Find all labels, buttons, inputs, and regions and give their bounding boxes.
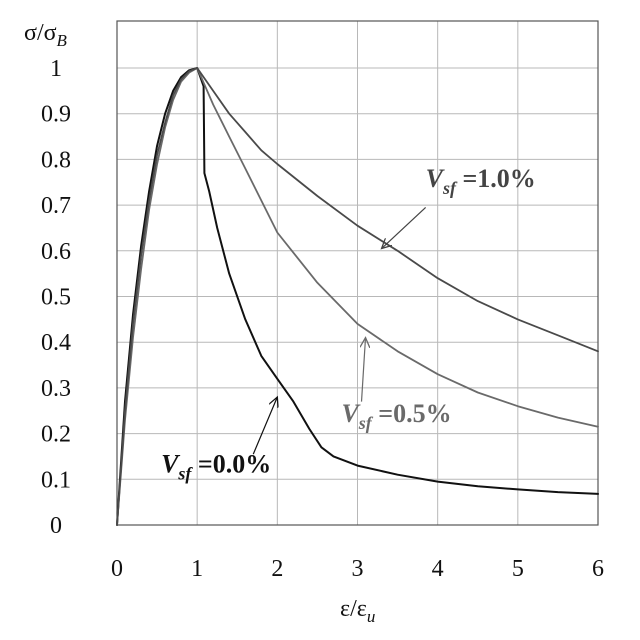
- y-tick-label: 0.4: [41, 330, 71, 356]
- y-tick-label: 0.3: [41, 376, 71, 402]
- y-tick-label: 0.2: [41, 422, 71, 448]
- annotation-label: Vsf =1.0%: [426, 164, 536, 198]
- annotation-label: Vsf =0.0%: [161, 449, 271, 483]
- x-tick-labels: 0 1 2 3 4 5 6: [111, 556, 604, 582]
- x-tick-label: 5: [512, 556, 524, 582]
- annotation-value: =0.5%: [372, 399, 452, 428]
- y-axis-label-sub: B: [57, 31, 68, 50]
- annotation-arrow: [382, 207, 426, 248]
- annotation-label: Vsf =0.5%: [341, 399, 451, 433]
- y-tick-label: 0.7: [41, 193, 71, 219]
- grid: [117, 21, 598, 525]
- y-tick-label: 0: [50, 513, 62, 539]
- y-axis-label-main: σ/σ: [24, 20, 57, 46]
- annotation-arrow: [362, 338, 366, 402]
- y-tick-label: 0.8: [41, 147, 71, 173]
- x-tick-label: 3: [352, 556, 364, 582]
- x-tick-label: 1: [191, 556, 203, 582]
- x-axis-label-main: ε/ε: [340, 596, 367, 622]
- x-tick-label: 2: [271, 556, 283, 582]
- x-tick-label: 4: [432, 556, 444, 582]
- y-tick-label: 0.9: [41, 102, 71, 128]
- annotation-value: =0.0%: [191, 449, 271, 478]
- x-tick-label: 6: [592, 556, 604, 582]
- y-axis-label: σ/σB: [24, 20, 68, 50]
- y-tick-label: 0.1: [41, 467, 71, 493]
- y-tick-label: 0.6: [41, 239, 71, 265]
- annotation-value: =1.0%: [456, 164, 536, 193]
- x-axis-label: ε/εu: [340, 596, 375, 626]
- annotation-arrow: [253, 397, 277, 454]
- x-tick-label: 0: [111, 556, 123, 582]
- annotations: Vsf =1.0% Vsf =0.5% Vsf =0.0%: [161, 164, 536, 484]
- x-axis-label-sub: u: [367, 607, 376, 626]
- y-tick-label: 1: [50, 56, 62, 82]
- y-tick-label: 0.5: [41, 285, 71, 311]
- y-tick-labels: 0 0.1 0.2 0.3 0.4 0.5 0.6 0.7 0.8 0.9 1: [41, 56, 71, 539]
